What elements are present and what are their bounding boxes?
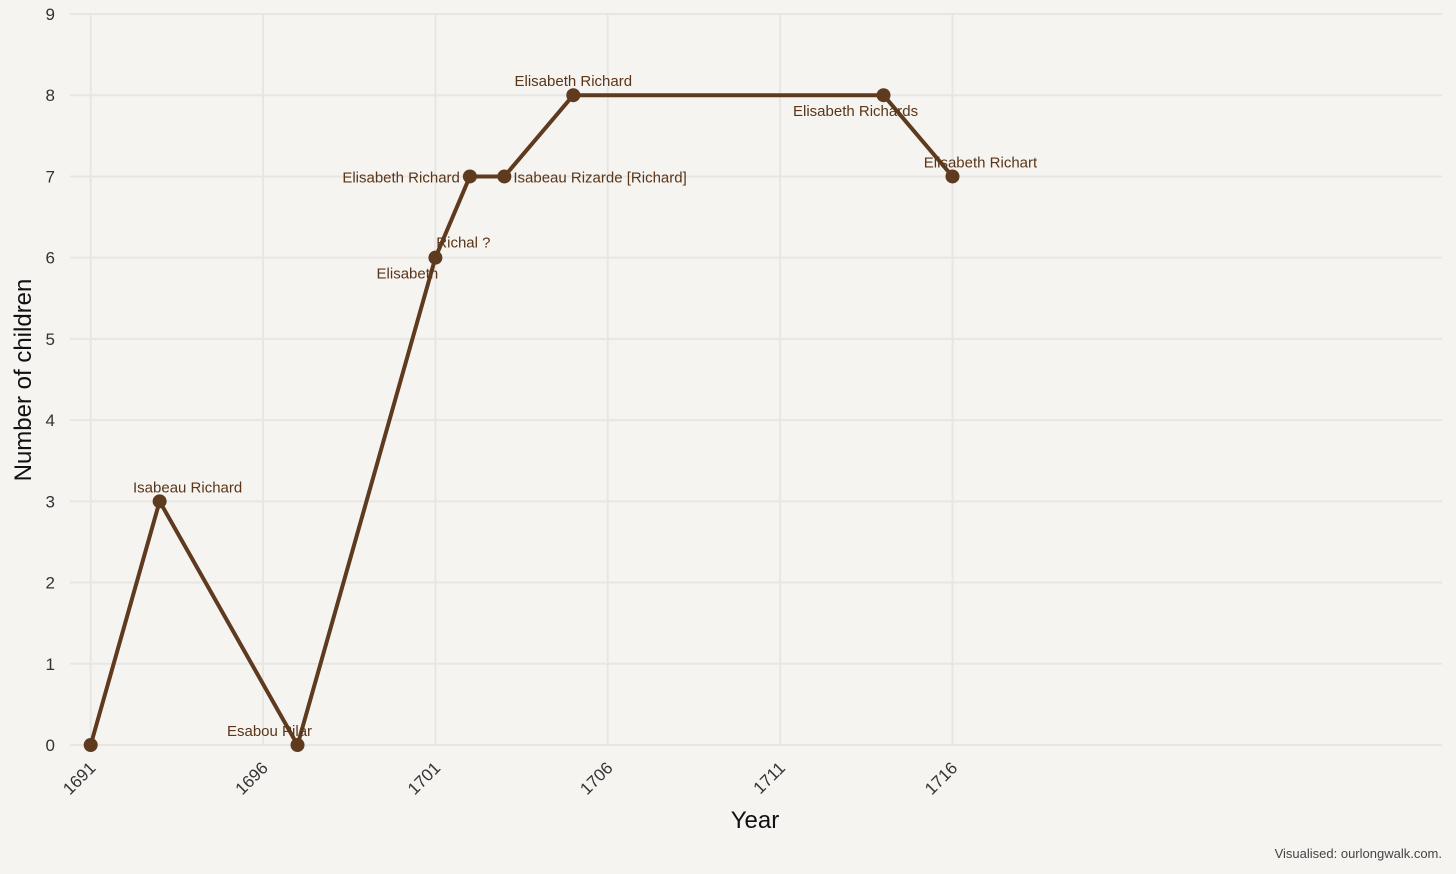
y-tick-label: 1 <box>46 655 55 674</box>
point-label: Isabeau Richard <box>133 479 242 496</box>
x-tick-label: 1691 <box>59 758 99 798</box>
data-point <box>497 169 512 184</box>
x-tick-label: 1711 <box>750 758 789 797</box>
data-point <box>566 88 581 103</box>
point-label: Esabou Pilar <box>227 723 312 740</box>
x-tick-label: 1701 <box>404 758 444 798</box>
y-tick-label: 8 <box>46 86 55 105</box>
data-point <box>876 88 891 103</box>
data-point <box>428 250 443 265</box>
data-point <box>152 494 167 509</box>
y-tick-label: 5 <box>46 330 55 349</box>
y-axis-title: Number of children <box>10 279 37 482</box>
axis-ticks: 0 1 2 3 4 5 6 7 8 9 1691 1696 1701 1706 1711 1716 <box>46 5 962 799</box>
point-label: Elisabeth Richards <box>793 103 918 120</box>
y-tick-label: 9 <box>46 5 55 24</box>
point-label: Elisabeth Richart <box>924 154 1038 171</box>
y-tick-label: 7 <box>46 167 55 186</box>
data-point <box>290 738 305 752</box>
gridlines <box>70 13 1442 746</box>
x-tick-label: 1706 <box>576 758 616 798</box>
data-point <box>83 738 98 752</box>
x-tick-label: 1716 <box>921 758 961 798</box>
point-label: ElisabethRichal ? <box>377 235 491 283</box>
y-tick-label: 6 <box>46 249 55 268</box>
y-tick-label: 2 <box>46 574 55 593</box>
point-label: Isabeau Rizarde [Richard] <box>513 169 686 186</box>
series <box>83 88 960 752</box>
source-caption: Visualised: ourlongwalk.com. <box>1275 846 1442 861</box>
point-label: Elisabeth Richard <box>515 73 633 90</box>
y-tick-label: 0 <box>46 736 55 755</box>
y-tick-label: 3 <box>46 492 55 511</box>
x-tick-label: 1696 <box>232 758 272 798</box>
x-axis-title: Year <box>731 807 780 834</box>
point-labels: Isabeau Richard Esabou Pilar ElisabethRich… <box>133 73 1038 740</box>
data-point <box>945 169 960 184</box>
data-point <box>462 169 477 184</box>
y-tick-label: 4 <box>46 411 55 430</box>
point-label: Elisabeth Richard <box>342 169 460 186</box>
